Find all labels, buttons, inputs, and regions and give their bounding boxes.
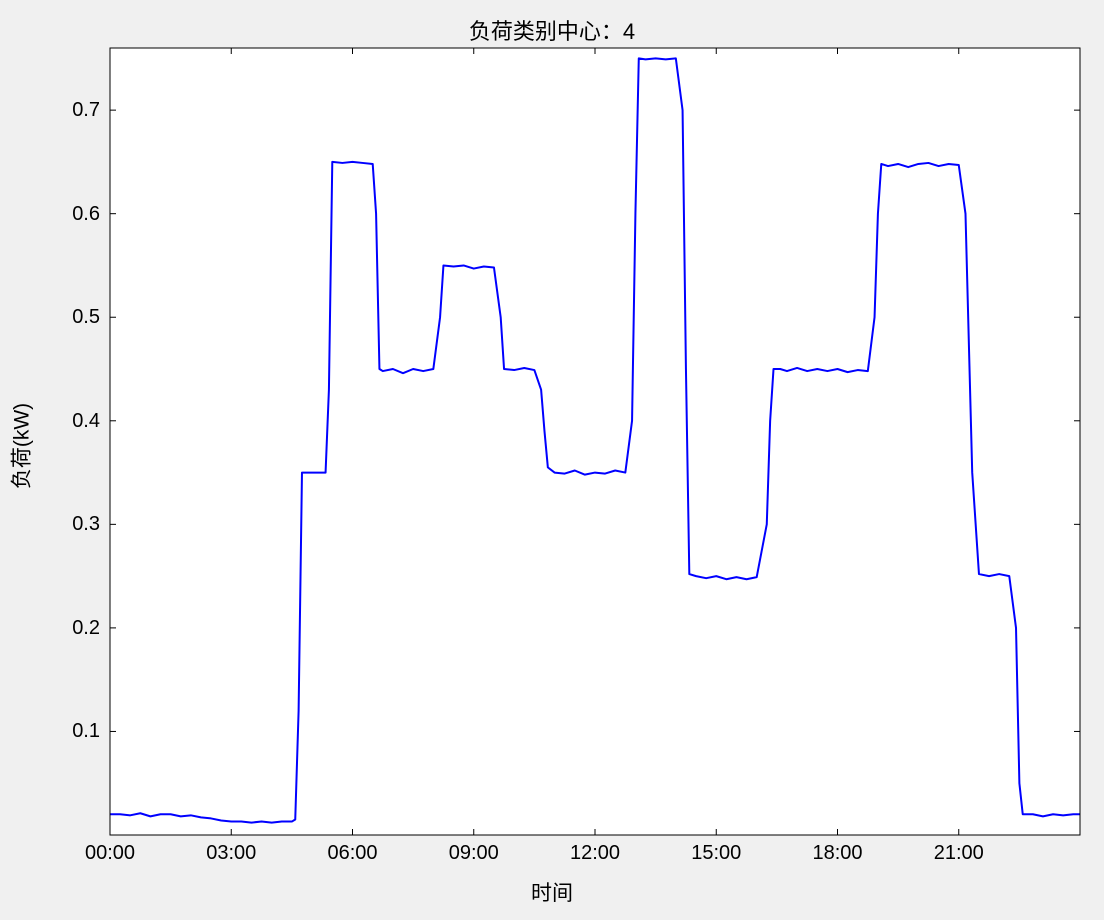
ytick-label: 0.2 <box>72 618 100 638</box>
ytick-label: 0.4 <box>72 411 100 431</box>
xtick-label: 18:00 <box>812 843 862 863</box>
ytick-label: 0.3 <box>72 514 100 534</box>
xtick-label: 06:00 <box>327 843 377 863</box>
xtick-label: 12:00 <box>570 843 620 863</box>
ytick-label: 0.1 <box>72 721 100 741</box>
ytick-label: 0.7 <box>72 100 100 120</box>
ytick-label: 0.5 <box>72 307 100 327</box>
xtick-label: 15:00 <box>691 843 741 863</box>
chart-plot-area <box>0 0 1104 920</box>
xtick-label: 09:00 <box>449 843 499 863</box>
xtick-label: 03:00 <box>206 843 256 863</box>
figure: 负荷类别中心：4 负荷(kW) 时间 00:0003:0006:0009:001… <box>0 0 1104 920</box>
ytick-label: 0.6 <box>72 204 100 224</box>
xtick-label: 21:00 <box>934 843 984 863</box>
xtick-label: 00:00 <box>85 843 135 863</box>
